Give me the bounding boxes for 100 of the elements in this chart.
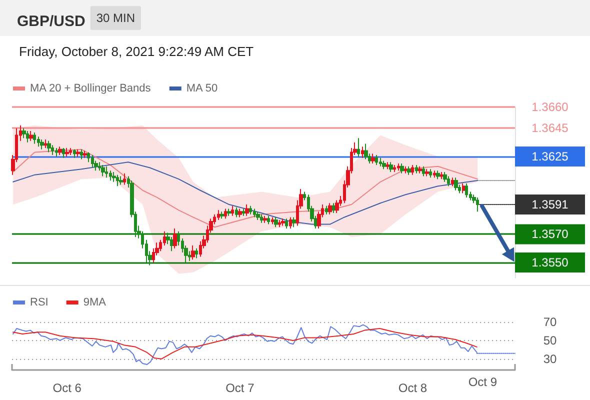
text: Oct 9 <box>468 375 498 389</box>
candlestick <box>393 164 396 173</box>
candlestick <box>76 148 80 157</box>
candlestick <box>364 143 368 160</box>
candlestick <box>217 210 220 221</box>
candlestick <box>256 211 260 221</box>
candlestick <box>443 172 447 182</box>
candlestick <box>109 170 112 181</box>
y-tick-label: 1.3570 <box>532 227 569 242</box>
candlestick <box>227 208 231 216</box>
candlestick <box>267 215 270 225</box>
candlestick <box>429 168 432 178</box>
line-series <box>12 162 478 225</box>
candlestick <box>425 168 429 177</box>
candlestick <box>386 162 389 170</box>
candlestick <box>404 166 407 174</box>
y-tick-label: 1.3645 <box>532 121 569 136</box>
candlestick <box>325 205 328 215</box>
candlestick <box>476 196 479 212</box>
candlestick <box>55 147 58 157</box>
candlestick <box>224 208 227 220</box>
candlestick <box>37 136 40 148</box>
candlestick <box>433 170 436 178</box>
candlestick <box>47 140 51 153</box>
x-tick-label: Oct 8 <box>398 381 428 395</box>
candlestick <box>191 244 195 260</box>
candlestick <box>285 218 288 230</box>
candlestick <box>379 157 382 167</box>
candlestick <box>69 147 72 156</box>
candlestick <box>271 216 274 225</box>
candlestick <box>263 215 267 224</box>
candlestick <box>260 214 263 224</box>
candlestick <box>462 182 465 194</box>
candlestick <box>22 128 26 139</box>
candlestick <box>361 146 364 158</box>
candlestick <box>80 148 83 160</box>
y-tick-label: 1.3625 <box>532 149 569 164</box>
candlestick <box>245 204 249 216</box>
candlestick <box>407 166 411 176</box>
candlestick <box>375 154 378 166</box>
candlestick <box>415 164 418 174</box>
candlestick <box>397 163 400 172</box>
candlestick <box>112 172 116 182</box>
line-series <box>12 328 478 360</box>
candlestick <box>440 172 443 180</box>
candlestick <box>29 130 33 142</box>
chart-subtitle: Friday, October 8, 2021 9:22:49 AM CET <box>19 44 254 59</box>
candlestick <box>119 176 123 186</box>
y-tick-label: 1.3591 <box>532 198 569 212</box>
candlestick <box>249 205 252 215</box>
y-tick-label: 70 <box>543 315 557 329</box>
text: 30 MIN <box>96 11 136 25</box>
candlestick <box>389 162 393 173</box>
candlestick <box>238 208 242 218</box>
candlestick <box>33 132 36 144</box>
candlestick <box>332 202 335 214</box>
legend-label: RSI <box>30 296 48 308</box>
candlestick <box>231 205 234 216</box>
candlestick <box>91 154 94 168</box>
candlestick <box>274 216 278 228</box>
candlestick <box>281 218 285 226</box>
candlestick <box>73 148 76 158</box>
candlestick <box>454 177 458 191</box>
candlestick <box>253 208 256 218</box>
candlestick <box>357 138 360 157</box>
x-tick-label: Oct 6 <box>52 381 82 395</box>
candlestick <box>328 202 332 215</box>
candlestick <box>44 139 47 148</box>
candlestick <box>278 220 281 228</box>
candlestick <box>235 206 238 218</box>
candlestick <box>26 130 29 143</box>
x-tick-label: Oct 7 <box>226 381 255 395</box>
y-tick-label: 50 <box>543 333 557 348</box>
y-tick-label: 1.3660 <box>532 100 569 114</box>
candlestick <box>451 177 454 187</box>
candlestick <box>335 200 339 214</box>
candlestick <box>65 147 69 157</box>
y-tick-label: 30 <box>543 352 557 366</box>
candlestick <box>371 153 375 164</box>
candlestick <box>400 163 404 174</box>
candlestick <box>242 208 245 216</box>
legend-label: MA 50 <box>186 82 218 94</box>
candlestick <box>422 166 425 177</box>
candlestick <box>105 166 108 178</box>
legend-label: MA 20 + Bollinger Bands <box>30 82 152 94</box>
candlestick <box>83 150 87 158</box>
chart-title: GBP/USD <box>17 13 86 30</box>
y-tick-label: 1.3550 <box>532 255 569 270</box>
legend-label: 9MA <box>83 296 107 308</box>
candlestick <box>436 170 440 180</box>
candlestick <box>292 216 296 228</box>
candlestick <box>40 139 44 150</box>
candlestick <box>418 166 422 174</box>
candlestick <box>116 174 119 187</box>
candlestick <box>382 160 386 170</box>
candlestick <box>101 164 105 177</box>
candlestick <box>195 248 198 259</box>
line-series <box>12 148 478 228</box>
candlestick <box>123 172 126 186</box>
candlestick <box>51 144 54 156</box>
